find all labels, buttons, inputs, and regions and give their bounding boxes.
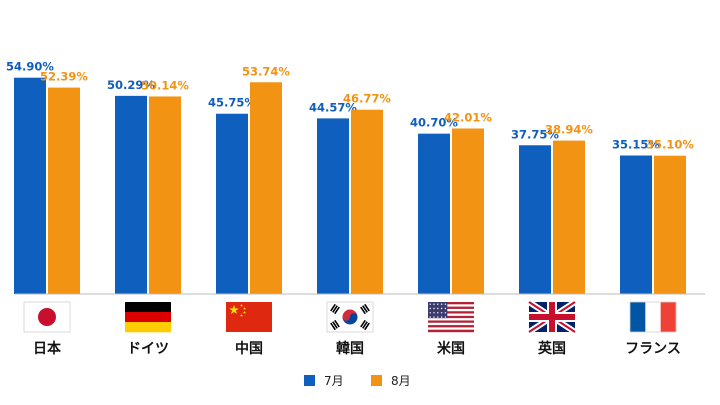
bar-august-6 <box>654 155 686 294</box>
bar-value-label: 45.75% <box>208 96 256 110</box>
legend-label: 8月 <box>391 374 411 388</box>
bar-august-3 <box>351 109 383 294</box>
bar-july-3 <box>317 118 349 295</box>
bar-value-label: 46.77% <box>343 92 391 106</box>
bar-july-1 <box>115 95 147 295</box>
flag-uk-icon <box>527 299 577 335</box>
flag-germany-icon <box>125 302 171 333</box>
bar-value-label: 38.94% <box>545 123 593 137</box>
category-label: 中国 <box>235 340 263 357</box>
flag-usa-icon <box>428 302 474 333</box>
legend-label: 7月 <box>324 374 344 388</box>
bar-value-label: 50.14% <box>141 78 189 92</box>
category-label: ドイツ <box>127 341 169 357</box>
bar-value-label: 37.75% <box>511 127 559 141</box>
bar-august-1 <box>149 96 181 295</box>
legend-swatch <box>304 375 315 386</box>
category-label: 韓国 <box>336 340 364 357</box>
bar-august-0 <box>48 87 80 294</box>
bar-july-5 <box>519 145 551 294</box>
bar-july-0 <box>14 77 46 294</box>
bar-august-2 <box>250 82 282 294</box>
bar-value-label: 44.57% <box>309 100 357 114</box>
legend-swatch <box>371 375 382 386</box>
category-label: 米国 <box>437 340 465 357</box>
category-label: フランス <box>625 341 681 357</box>
bar-value-label: 50.29% <box>107 78 155 92</box>
flag-japan-icon <box>23 301 71 333</box>
bar-july-6 <box>620 155 652 294</box>
bar-value-label: 40.70% <box>410 116 458 130</box>
bar-august-5 <box>553 140 585 294</box>
bar-value-label: 53.74% <box>242 64 290 78</box>
flag-france-icon <box>629 301 677 333</box>
bar-value-label: 35.15% <box>612 138 660 152</box>
category-label: 日本 <box>33 340 62 357</box>
bar-august-4 <box>452 128 484 294</box>
bar-value-label: 52.39% <box>40 70 88 84</box>
flag-china-icon <box>226 302 272 332</box>
bar-value-label: 35.10% <box>646 138 694 152</box>
bar-value-label: 54.90% <box>6 60 54 74</box>
category-label: 英国 <box>537 340 566 357</box>
bar-value-label: 42.01% <box>444 110 492 124</box>
bar-july-4 <box>418 133 450 294</box>
bar-july-2 <box>216 113 248 295</box>
flag-korea-icon <box>326 301 374 333</box>
